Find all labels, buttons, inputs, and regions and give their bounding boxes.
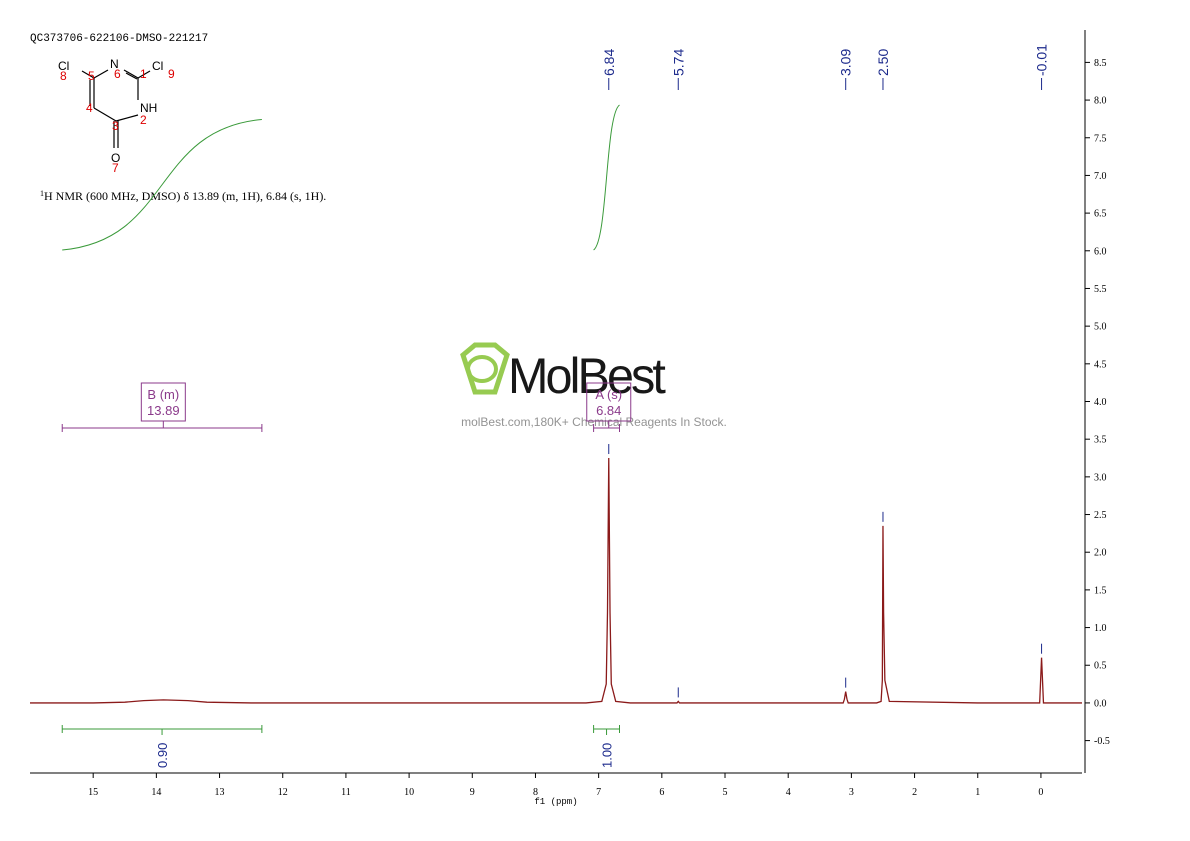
logo-ring <box>466 355 498 383</box>
x-tick-label: 10 <box>404 787 414 798</box>
atom: Cl <box>152 59 163 73</box>
multiplet-box <box>140 382 186 422</box>
x-axis-label: f1 (ppm) <box>534 797 577 807</box>
peak-label: 6.84 <box>601 49 617 76</box>
peak-label: 3.09 <box>838 49 854 76</box>
multiplet-shift: 6.84 <box>596 403 621 418</box>
x-tick-label: 11 <box>341 787 351 798</box>
x-tick-label: 6 <box>659 787 664 798</box>
y-tick-label: 0.5 <box>1094 661 1107 672</box>
x-tick-label: 15 <box>88 787 98 798</box>
y-tick-label: 7.0 <box>1094 171 1107 182</box>
y-tick-label: 6.5 <box>1094 209 1107 220</box>
multiplet-box <box>586 382 632 422</box>
x-tick-label: 3 <box>849 787 854 798</box>
sample-id: QC373706-622106-DMSO-221217 <box>30 33 208 45</box>
peak-label: 5.74 <box>670 49 686 76</box>
x-tick-label: 7 <box>596 787 601 798</box>
atom-number: 1 <box>140 67 147 81</box>
bond <box>115 114 139 122</box>
logo <box>460 342 510 395</box>
y-tick-label: 8.5 <box>1094 58 1107 69</box>
atom-number: 2 <box>140 113 147 127</box>
atom-number: 5 <box>88 69 95 83</box>
x-tick-label: 2 <box>912 787 917 798</box>
atom-number: 3 <box>112 119 119 133</box>
x-tick-label: 12 <box>278 787 288 798</box>
y-tick-label: 0.0 <box>1094 698 1107 709</box>
peak-label: 2.50 <box>875 49 891 76</box>
y-tick-label: 7.5 <box>1094 133 1107 144</box>
y-tick-label: 1.0 <box>1094 623 1107 634</box>
multiplet-name: B (m) <box>147 387 179 402</box>
atom-number: 8 <box>60 69 67 83</box>
spectrum <box>30 458 1082 704</box>
multiplet-name: A (s) <box>595 387 622 402</box>
y-tick-label: 3.0 <box>1094 472 1107 483</box>
integral-curve <box>62 119 262 251</box>
atom: O <box>111 151 120 165</box>
structure <box>81 69 151 148</box>
atom-number: 7 <box>112 161 119 175</box>
y-tick-label: 4.5 <box>1094 359 1107 370</box>
bond <box>123 69 139 79</box>
atom: N <box>110 57 119 71</box>
atom-number: 9 <box>168 67 175 81</box>
atom-number: 6 <box>114 67 121 81</box>
peak-label: -0.01 <box>1034 44 1050 76</box>
watermark-name: MolBest <box>508 348 666 404</box>
watermark-tagline: molBest.com,180K+ Chemical Reagents In S… <box>461 415 727 429</box>
y-tick-label: 3.5 <box>1094 435 1107 446</box>
y-tick-label: 5.0 <box>1094 322 1107 333</box>
bond <box>81 70 95 79</box>
watermark: MolBest molBest.com,180K+ Chemical Reage… <box>460 342 727 429</box>
integral-label: 0.90 <box>155 743 170 768</box>
x-tick-label: 8 <box>533 787 538 798</box>
y-tick-label: 6.0 <box>1094 246 1107 257</box>
y-tick-label: 5.5 <box>1094 284 1107 295</box>
bond <box>137 70 151 79</box>
integral-curve <box>593 104 620 251</box>
atom-number: 4 <box>86 101 93 115</box>
y-tick-label: 4.0 <box>1094 397 1107 408</box>
multiplet-shift: 13.89 <box>147 403 180 418</box>
x-tick-label: 5 <box>723 787 728 798</box>
x-tick-label: 14 <box>151 787 161 798</box>
atom: Cl <box>58 59 69 73</box>
bond <box>93 107 117 122</box>
x-tick-label: 13 <box>215 787 225 798</box>
bond <box>125 72 138 80</box>
y-tick-label: -0.5 <box>1094 736 1110 747</box>
y-tick-label: 2.5 <box>1094 510 1107 521</box>
x-tick-label: 9 <box>470 787 475 798</box>
integral-label: 1.00 <box>600 743 615 768</box>
description-text: H NMR (600 MHz, DMSO) δ 13.89 (m, 1H), 6… <box>44 189 326 203</box>
x-tick-label: 4 <box>786 787 791 798</box>
superscript: 1 <box>40 189 44 198</box>
bond <box>93 69 109 79</box>
y-tick-label: 8.0 <box>1094 96 1107 107</box>
atom: NH <box>140 101 157 115</box>
y-tick-label: 1.5 <box>1094 585 1107 596</box>
description: 1H NMR (600 MHz, DMSO) δ 13.89 (m, 1H), … <box>40 189 326 203</box>
x-tick-label: 1 <box>975 787 980 798</box>
x-tick-label: 0 <box>1038 787 1043 798</box>
y-tick-label: 2.0 <box>1094 548 1107 559</box>
